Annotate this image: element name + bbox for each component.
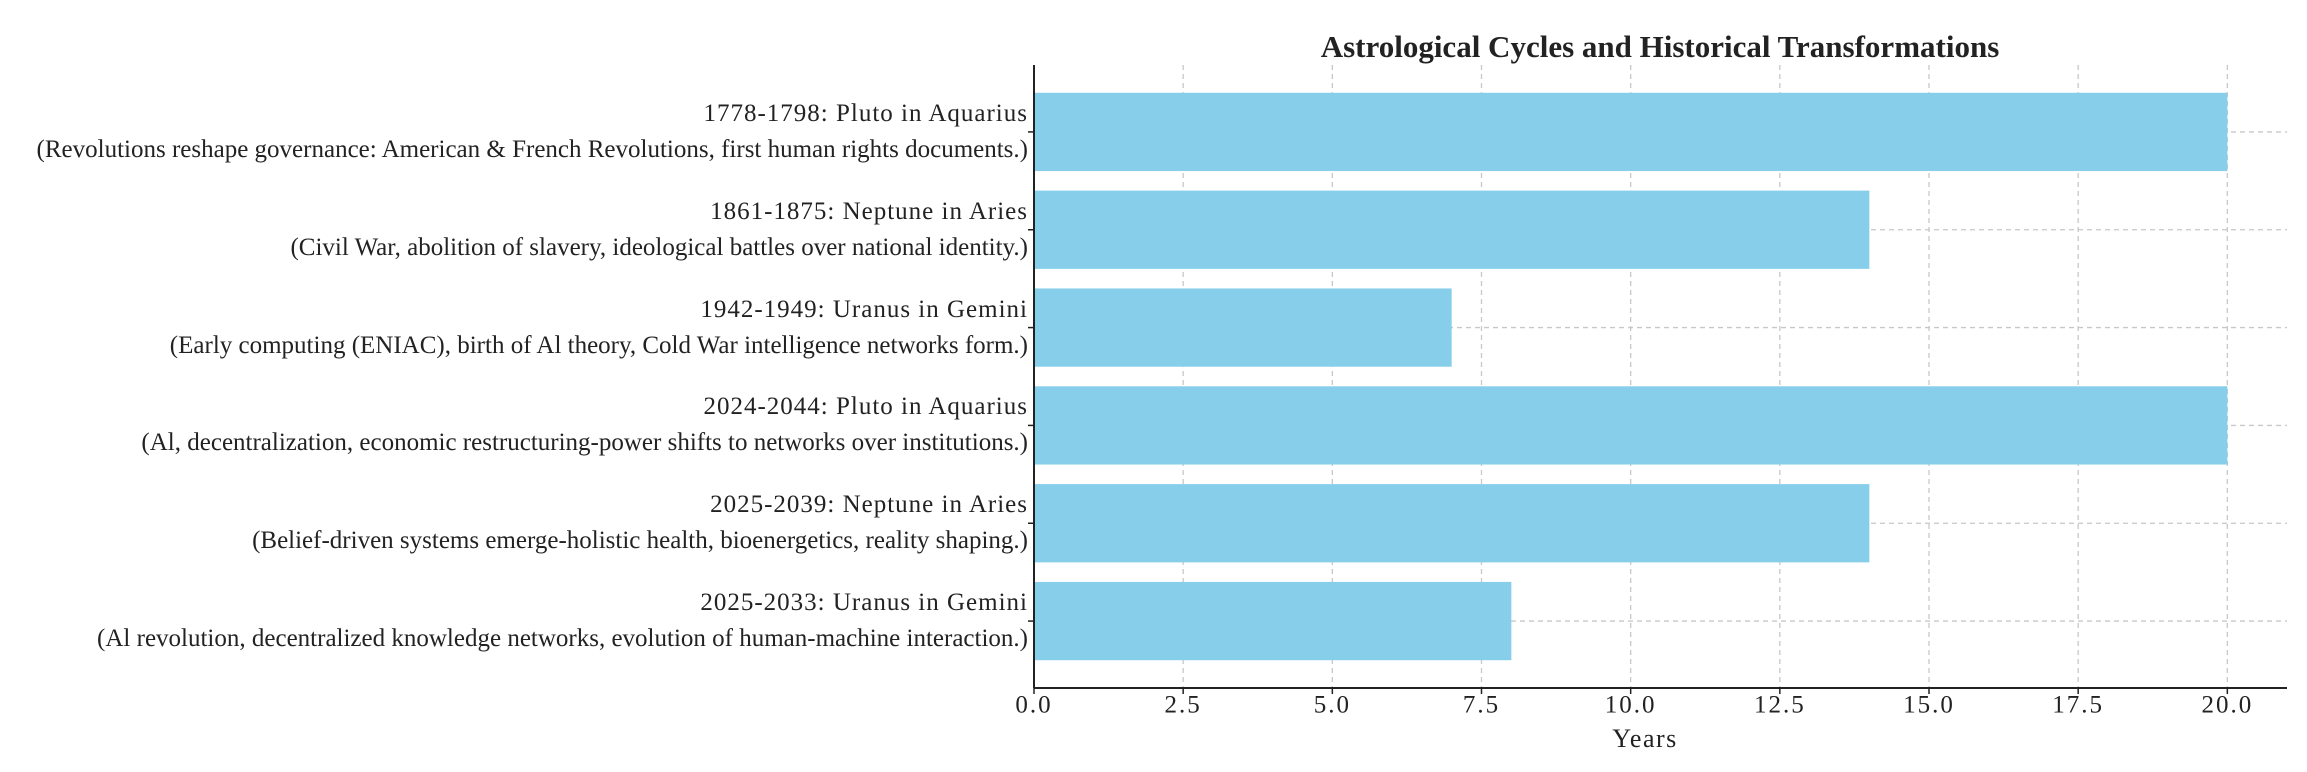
- x-tick-label: 0.0: [1015, 692, 1052, 719]
- category-note: (Al revolution, decentralized knowledge …: [97, 625, 1028, 653]
- category-note: (Belief-driven systems emerge-holistic h…: [252, 527, 1028, 555]
- x-tick-label: 17.5: [2052, 692, 2104, 719]
- x-tick-label: 7.5: [1463, 692, 1500, 719]
- bars: [1034, 92, 2228, 661]
- x-tick-label: 20.0: [2201, 692, 2253, 719]
- category-note: (Revolutions reshape governance: America…: [36, 135, 1028, 163]
- bar: [1034, 581, 1512, 661]
- category-note: (Al, decentralization, economic restruct…: [141, 429, 1028, 457]
- x-tick-label: 10.0: [1605, 692, 1657, 719]
- category-label: 1861-1875: Neptune in Aries (Civil War, a…: [28, 194, 1028, 266]
- bar: [1034, 190, 1870, 269]
- category-title: 1942-1949: Uranus in Gemini: [700, 295, 1028, 323]
- category-title: 2025-2033: Uranus in Gemini: [700, 589, 1028, 617]
- category-note: (Civil War, abolition of slavery, ideolo…: [290, 233, 1028, 261]
- category-label: 2025-2033: Uranus in Gemini (Al revolutio…: [28, 585, 1028, 657]
- axes: 0.0 2.5 5.0 7.5 10.0 12.5 15.0 17.5 20.0: [1015, 65, 2287, 719]
- category-label: 1778-1798: Pluto in Aquarius (Revolutions…: [28, 96, 1028, 168]
- bar: [1034, 386, 2228, 465]
- x-tick-label: 2.5: [1165, 692, 1202, 719]
- category-note: (Early computing (ENIAC), birth of Al th…: [169, 331, 1028, 359]
- category-title: 1861-1875: Neptune in Aries: [710, 197, 1028, 225]
- category-label: 2025-2039: Neptune in Aries (Belief-drive…: [28, 487, 1028, 559]
- bar: [1034, 288, 1452, 367]
- chart-title: Astrological Cycles and Historical Trans…: [1321, 29, 2000, 64]
- x-tick-label: 15.0: [1903, 692, 1955, 719]
- x-tick-label: 5.0: [1314, 692, 1351, 719]
- category-title: 2024-2044: Pluto in Aquarius: [703, 393, 1028, 421]
- category-title: 1778-1798: Pluto in Aquarius: [703, 99, 1028, 127]
- category-title: 2025-2039: Neptune in Aries: [710, 491, 1028, 519]
- bar: [1034, 92, 2228, 172]
- bar: [1034, 484, 1870, 563]
- x-tick-label: 12.5: [1754, 692, 1806, 719]
- x-axis-label: Years: [1612, 724, 1678, 753]
- category-label: 1942-1949: Uranus in Gemini (Early comput…: [28, 292, 1028, 364]
- category-label: 2024-2044: Pluto in Aquarius (Al, decentr…: [28, 389, 1028, 461]
